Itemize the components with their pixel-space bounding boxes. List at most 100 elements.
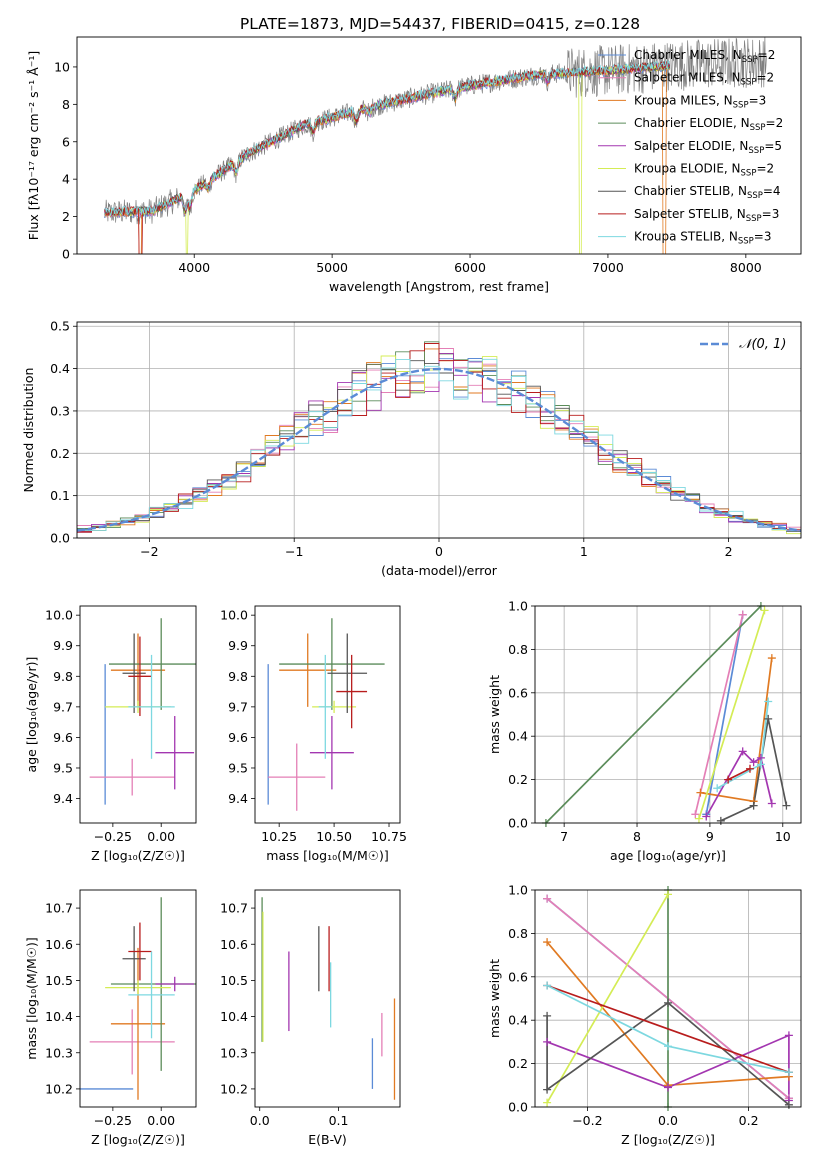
y-tick-label: 10.4 [220,1009,248,1024]
x-axis-label: Z [log₁₀(Z/Z☉)] [91,848,185,863]
marker-krou_elodie [694,814,703,823]
marker-krou_stelib [784,1068,793,1077]
y-axis-label: age [log₁₀(age/yr)] [24,657,39,773]
y-tick-label: 10.3 [220,1045,248,1060]
legend-label: Chabrier MILES, NSSP=2 [634,48,775,65]
x-tick-label: −1 [285,544,303,559]
weight-vs-metallicity-panel: −0.2 0.0 0.2 0.0 0.2 0.4 0.6 0.8 1.0 Z [log₁₀(Z/Z… [487,883,802,1147]
spectrum-legend: Chabrier MILES, NSSP=2 Salpeter MILES, NS… [598,48,783,247]
x-tick-label: 9 [706,829,714,844]
marker-salp_miles [738,610,747,619]
plot-area [261,897,396,1100]
axes-frame [76,321,802,539]
y-tick-label: 0.2 [50,446,70,461]
y-tick-label: 0.4 [508,729,528,744]
axes-frame [254,889,401,1108]
y-tick-label: 4 [62,172,70,187]
marker-chab_stelib [716,816,725,825]
y-tick-label: 9.9 [53,638,73,653]
histogram-krou_stelib [77,358,801,532]
y-tick-label: 0.8 [508,642,528,657]
y-tick-label: 10.6 [45,937,73,952]
marker-chab_stelib [764,714,773,723]
marker-krou_stelib [713,784,722,793]
x-tick-label: 10.25 [261,829,297,844]
marker-salp_elodie [702,812,711,821]
x-tick-label: 8 [633,829,641,844]
y-axis-label: mass weight [487,675,502,754]
marker-salp_elodie [738,747,747,756]
y-tick-label: 0.6 [508,685,528,700]
x-tick-label: 10.50 [316,829,352,844]
marker-krou_stelib [764,697,773,706]
axes-frame [79,605,197,824]
marker-chab_stelib [543,1011,552,1020]
legend-label: Salpeter ELODIE, NSSP=5 [634,139,782,156]
y-tick-label: 10.3 [45,1045,73,1060]
marker-salp_elodie [749,758,758,767]
legend-label: Kroupa ELODIE, NSSP=2 [634,162,774,179]
marker-krou_miles [767,654,776,663]
y-tick-label: 10.2 [45,1081,73,1096]
series-salp_stelib [546,984,790,1074]
x-axis-label: Z [log₁₀(Z/Z☉)] [621,1132,715,1147]
y-tick-label: 6 [62,134,70,149]
y-tick-label: 0.0 [50,531,70,546]
y-tick-label: 9.6 [228,730,248,745]
legend-label: Chabrier STELIB, NSSP=4 [634,184,781,201]
marker-chab_stelib [543,1085,552,1094]
x-tick-label: 0.0 [658,1113,678,1128]
x-axis-label: wavelength [Angstrom, rest frame] [329,279,549,294]
residual-histogram-panel: −2 −1 0 1 2 0.0 0.1 0.2 0.3 0.4 0.5 (data-model)/er… [21,319,802,578]
age-vs-mass-panel: 10.25 10.50 10.75 9.4 9.5 9.6 9.7 9.8 9.9 10.0 mas… [220,605,407,863]
y-tick-label: 8 [62,97,70,112]
legend-label: Salpeter MILES, NSSP=2 [634,71,774,88]
x-tick-label: 10.75 [371,829,407,844]
y-tick-label: 1.0 [508,883,528,898]
x-tick-label: 0.0 [250,1113,270,1128]
y-tick-label: 9.4 [53,791,73,806]
x-tick-label: 8000 [730,260,762,275]
x-tick-label: 0.00 [147,829,175,844]
weight-vs-age-panel: 7 8 9 10 0.0 0.2 0.4 0.6 0.8 1.0 age [log₁₀(age/yr… [487,599,802,863]
x-axis-label: E(B-V) [308,1132,347,1147]
mass-vs-ebv-panel: 0.0 0.1 10.2 10.3 10.4 10.5 10.6 10.7 E(B-V) [220,889,401,1147]
x-tick-label: 0 [435,544,443,559]
y-tick-label: 9.5 [228,760,248,775]
y-tick-label: 0.3 [50,403,70,418]
y-tick-label: 10.7 [45,901,73,916]
marker-salp_elodie [767,799,776,808]
marker-salp_stelib [745,764,754,773]
marker-krou_stelib [543,981,552,990]
axes-frame [76,36,802,255]
y-tick-label: 10.4 [45,1009,73,1024]
marker-salp_elodie [664,1083,672,1092]
y-tick-label: 0.4 [50,361,70,376]
y-tick-label: 10.5 [45,973,73,988]
spectrum-panel: 4000 5000 6000 7000 8000 0 2 4 6 8 10 wavelength [A… [26,36,802,294]
series-salp_stelib [727,768,751,781]
y-tick-label: 10.5 [220,973,248,988]
y-axis-label: mass [log₁₀(M/M☉)] [24,937,39,1059]
y-tick-label: 10.0 [220,608,248,623]
x-axis-label: (data-model)/error [381,563,498,578]
age-vs-metallicity-panel: −0.25 0.00 9.4 9.5 9.6 9.7 9.8 9.9 10.0 Z [log₁₀(… [24,605,197,863]
marker-krou_elodie [664,890,672,899]
series-salp_miles [694,614,744,815]
y-tick-label: 10 [54,59,70,74]
y-tick-label: 9.9 [228,638,248,653]
series-chab_miles [705,614,744,815]
marker-krou_elodie [760,606,769,615]
histogram-salp_stelib [77,343,801,532]
x-tick-label: −2 [140,544,158,559]
x-axis-label: age [log₁₀(age/yr)] [610,848,726,863]
x-tick-label: 7000 [592,260,624,275]
y-tick-label: 0.2 [508,1056,528,1071]
marker-krou_miles [543,938,552,947]
series-chab_elodie [545,606,762,823]
y-tick-label: 10.0 [45,608,73,623]
x-tick-label: 1 [580,544,588,559]
marker-salp_miles [691,810,700,819]
x-tick-label: 4000 [178,260,210,275]
